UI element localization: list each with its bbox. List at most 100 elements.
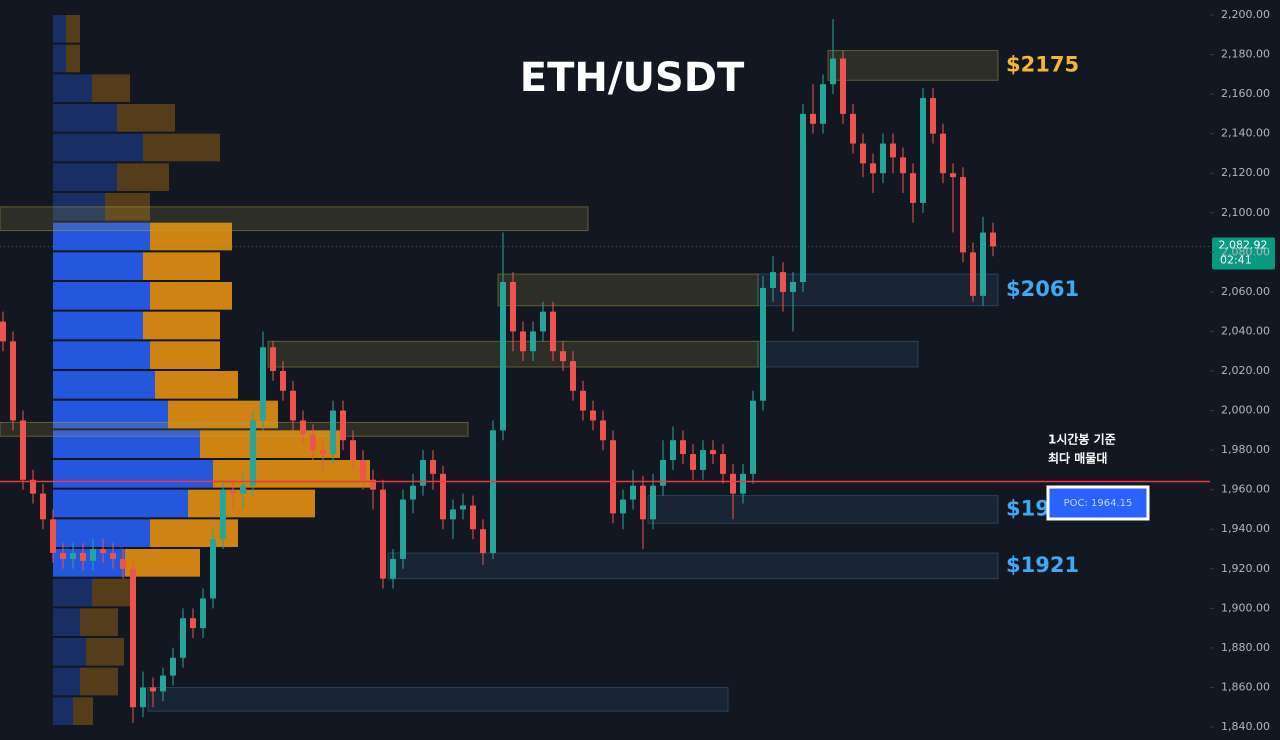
y-tick-label: 1,900.00 bbox=[1221, 601, 1270, 614]
candle-body bbox=[140, 687, 146, 708]
y-tick-label: 2,120.00 bbox=[1221, 166, 1270, 179]
candle-body bbox=[670, 440, 676, 460]
candle-body bbox=[600, 420, 606, 441]
poc-box bbox=[1046, 485, 1150, 521]
profile-buy bbox=[53, 371, 155, 399]
candle-body bbox=[510, 282, 516, 332]
y-tick-label: 2,020.00 bbox=[1221, 364, 1270, 377]
candle-body bbox=[170, 657, 176, 676]
candle-body bbox=[850, 113, 856, 144]
candle-body bbox=[490, 430, 496, 553]
countdown: 02:41 bbox=[1220, 254, 1252, 267]
candle-body bbox=[860, 143, 866, 164]
candle-body bbox=[710, 450, 716, 455]
y-tick-label: 1,980.00 bbox=[1221, 443, 1270, 456]
candle-body bbox=[350, 440, 356, 460]
y-tick-label: 2,180.00 bbox=[1221, 48, 1270, 61]
profile-sell bbox=[150, 341, 220, 369]
candle-body bbox=[290, 390, 296, 421]
zone-label: $1921 bbox=[1006, 553, 1079, 577]
candle-body bbox=[990, 232, 996, 247]
candle-body bbox=[800, 113, 806, 282]
profile-sell bbox=[143, 133, 220, 162]
y-axis: 2,200.00 2,180.00 2,160.00 2,140.00 2,120.00… bbox=[1210, 8, 1270, 733]
candle-body bbox=[320, 450, 326, 455]
candle-body bbox=[340, 410, 346, 441]
zone bbox=[147, 686, 729, 712]
zone bbox=[827, 50, 999, 81]
candle-body bbox=[400, 499, 406, 559]
zone bbox=[497, 273, 759, 307]
profile-sell bbox=[80, 667, 118, 696]
profile-sell bbox=[66, 44, 80, 73]
candle-body bbox=[720, 454, 726, 474]
candle-body bbox=[870, 163, 876, 174]
candle-body bbox=[790, 282, 796, 292]
profile-buy bbox=[53, 341, 150, 369]
profile-buy bbox=[53, 133, 143, 162]
profile-sell bbox=[143, 311, 220, 340]
candle-body bbox=[90, 549, 96, 561]
y-tick-label: 2,040.00 bbox=[1221, 324, 1270, 337]
candle-body bbox=[610, 440, 616, 514]
profile-buy bbox=[53, 697, 73, 725]
profile-buy bbox=[53, 252, 143, 280]
zone bbox=[0, 421, 469, 437]
candle-body bbox=[700, 450, 706, 470]
candle-body bbox=[310, 434, 316, 451]
candle-body bbox=[940, 133, 946, 174]
candle-body bbox=[910, 173, 916, 203]
profile-buy bbox=[53, 638, 86, 666]
profile-buy bbox=[53, 193, 105, 221]
profile-sell bbox=[73, 697, 93, 725]
candle-body bbox=[760, 287, 766, 401]
profile-buy bbox=[53, 460, 213, 488]
candle-body bbox=[300, 420, 306, 435]
candle-body bbox=[160, 675, 166, 692]
profile-sell bbox=[213, 460, 370, 488]
candle-body bbox=[370, 479, 376, 490]
candle-body bbox=[190, 618, 196, 629]
chart-title: ETH/USDT bbox=[520, 55, 745, 101]
y-tick-label: 2,000.00 bbox=[1221, 404, 1270, 417]
zones: $2175$2061$1950$1921 bbox=[0, 50, 1079, 712]
profile-sell bbox=[92, 578, 132, 607]
candle-body bbox=[50, 519, 56, 553]
profile-buy bbox=[53, 400, 168, 429]
candle-body bbox=[780, 272, 786, 292]
candle-body bbox=[460, 505, 466, 510]
candle-body bbox=[440, 473, 446, 520]
zone bbox=[0, 206, 589, 232]
candle-body bbox=[30, 479, 36, 494]
candle-body bbox=[210, 539, 216, 599]
y-tick-label: 1,860.00 bbox=[1221, 680, 1270, 693]
profile-buy bbox=[53, 430, 200, 458]
profile-buy bbox=[53, 44, 66, 73]
profile-buy bbox=[53, 519, 150, 547]
candle-body bbox=[900, 157, 906, 174]
profile-buy bbox=[53, 163, 117, 191]
candle-body bbox=[410, 485, 416, 500]
candle-body bbox=[560, 351, 566, 362]
profile-buy bbox=[53, 15, 66, 43]
candle-body bbox=[590, 410, 596, 421]
candle-body bbox=[960, 177, 966, 253]
candle-body bbox=[840, 58, 846, 114]
profile-sell bbox=[66, 15, 80, 43]
candle-body bbox=[420, 460, 426, 486]
y-tick-label: 2,140.00 bbox=[1221, 127, 1270, 140]
profile-sell bbox=[200, 430, 340, 458]
candle-body bbox=[430, 460, 436, 474]
candle-body bbox=[60, 552, 66, 559]
candle-body bbox=[920, 98, 926, 203]
profile-sell bbox=[168, 400, 278, 429]
candle-body bbox=[390, 558, 396, 579]
candle-body bbox=[750, 400, 756, 474]
candle-body bbox=[270, 347, 276, 371]
last-price-label: 2,082.92 bbox=[1219, 239, 1268, 252]
y-tick-label: 1,840.00 bbox=[1221, 720, 1270, 733]
profile-sell bbox=[188, 489, 315, 518]
y-tick-label: 1,880.00 bbox=[1221, 641, 1270, 654]
